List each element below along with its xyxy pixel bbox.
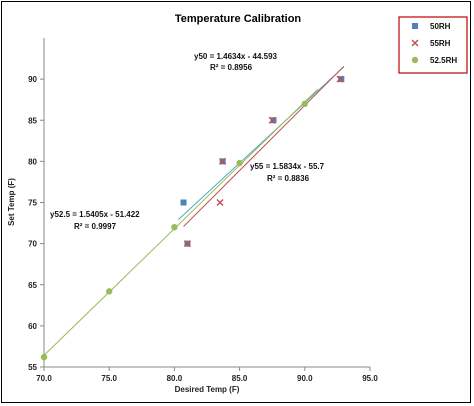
y-tick-label: 55 (28, 363, 37, 372)
point-50rh (338, 76, 345, 83)
eq525-line1: y52.5 = 1.5405x - 51.422 (50, 210, 140, 219)
point-55rh (219, 157, 227, 165)
legend-marker-50rh (412, 23, 418, 29)
eq55-line1: y55 = 1.5834x - 55.7 (250, 162, 325, 171)
y-ticks: 55 60 65 70 75 80 85 90 (28, 75, 44, 372)
x-ticks: 70.0 75.0 80.0 85.0 90.0 95.0 (36, 367, 378, 383)
y-tick-label: 65 (28, 281, 37, 290)
y-tick-label: 90 (28, 75, 37, 84)
point-55rh (183, 240, 191, 248)
x-tick-label: 85.0 (232, 374, 248, 383)
point-52-5rh (171, 223, 178, 231)
legend-label-55rh: 55RH (430, 39, 451, 48)
y-tick-label: 60 (28, 322, 37, 331)
x-tick-label: 70.0 (36, 374, 52, 383)
point-52-5rh (236, 159, 243, 167)
x-tick-label: 75.0 (101, 374, 117, 383)
chart-title: Temperature Calibration (175, 13, 302, 25)
x-axis-label: Desired Temp (F) (175, 385, 240, 394)
point-50rh (270, 117, 277, 124)
eq55-line2: R² = 0.8836 (267, 174, 310, 183)
trendline-50rh (177, 66, 345, 220)
data-points (40, 75, 345, 361)
legend-marker-52-5rh (411, 56, 419, 64)
eq50-line2: R² = 0.8956 (210, 63, 253, 72)
legend-label-52-5rh: 52.5RH (430, 56, 457, 65)
y-tick-label: 70 (28, 240, 37, 249)
trendlines (43, 65, 345, 356)
point-55rh (336, 75, 344, 83)
point-52-5rh (301, 100, 308, 108)
legend-label-50rh: 50RH (430, 22, 451, 31)
eq525-line2: R² = 0.9997 (74, 222, 117, 231)
legend: 50RH 55RH 52.5RH (398, 16, 468, 74)
y-tick-label: 75 (28, 199, 37, 208)
trendline-55rh (183, 65, 345, 227)
equation-annotations: y50 = 1.4634x - 44.593 R² = 0.8956 y55 =… (50, 52, 325, 231)
point-52-5rh (40, 353, 48, 361)
point-55rh (268, 116, 276, 124)
y-tick-label: 80 (28, 157, 37, 166)
x-tick-label: 95.0 (362, 374, 378, 383)
legend-box (398, 16, 468, 74)
point-55rh (216, 199, 224, 206)
trendline-52-5rh (43, 88, 319, 356)
point-52-5rh (106, 288, 113, 295)
y-tick-label: 85 (28, 116, 37, 125)
eq50-line1: y50 = 1.4634x - 44.593 (194, 52, 278, 61)
y-axis-label: Set Temp (F) (7, 178, 16, 226)
point-50rh (180, 199, 187, 206)
legend-marker-55rh (411, 39, 419, 47)
x-tick-label: 80.0 (167, 374, 183, 383)
x-tick-label: 90.0 (297, 374, 313, 383)
